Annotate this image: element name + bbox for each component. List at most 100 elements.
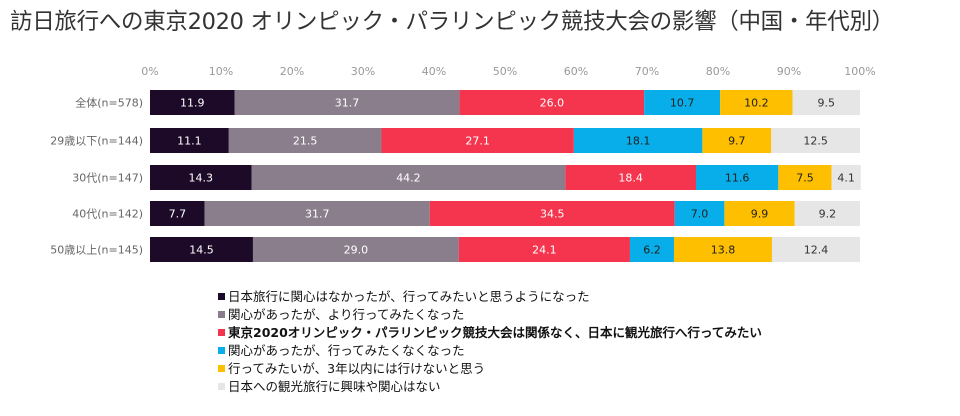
bar-segment: [234, 90, 460, 115]
data-label: 18.4: [618, 172, 643, 185]
x-tick-label: 0%: [141, 65, 158, 78]
legend-swatch-1: [218, 293, 225, 300]
chart-title: 訪日旅行への東京2020 オリンピック・パラリンピック競技大会の影響（中国・年代…: [10, 9, 894, 35]
data-label: 31.7: [335, 97, 360, 110]
data-label: 6.2: [643, 244, 661, 257]
data-label: 10.7: [670, 97, 695, 110]
data-label: 29.0: [344, 244, 369, 257]
bar-segment: [429, 201, 675, 226]
legend-item-4: 関心があったが、行ってみたくなくなった: [218, 342, 762, 360]
data-label: 14.5: [189, 244, 214, 257]
bar-segment: [251, 165, 566, 190]
bar-segment: [792, 90, 860, 115]
legend-item-5: 行ってみたいが、3年以内には行けないと思う: [218, 360, 762, 378]
data-label: 24.1: [532, 244, 557, 257]
bar-segment: [228, 128, 382, 153]
bar-segment: [150, 90, 235, 115]
bar-segment: [381, 128, 574, 153]
bar-segment: [150, 128, 229, 153]
category-label: 50歳以上(n=145): [50, 244, 143, 257]
data-label: 4.1: [837, 172, 855, 185]
x-axis-ticks: 0% 10% 20% 30% 40% 50% 60% 70% 80% 90% 100%: [141, 65, 875, 78]
legend-label-5: 行ってみたいが、3年以内には行けないと思う: [228, 361, 486, 376]
data-label: 26.0: [540, 97, 565, 110]
category-labels: 全体(n=578) 29歳以下(n=144) 30代(n=147) 40代(n=142…: [50, 96, 143, 257]
data-label: 13.8: [711, 244, 736, 257]
legend-swatch-5: [218, 365, 225, 372]
x-tick-label: 10%: [209, 65, 233, 78]
legend-label-1: 日本旅行に関心はなかったが、行ってみたいと思うようになった: [228, 289, 590, 304]
bar-segment: [459, 90, 645, 115]
data-label: 7.5: [796, 172, 814, 185]
legend: 日本旅行に関心はなかったが、行ってみたいと思うようになった 関心があったが、より…: [218, 288, 762, 396]
bar-segment: [150, 165, 252, 190]
category-label: 30代(n=147): [72, 172, 143, 185]
data-label: 21.5: [293, 135, 318, 148]
x-tick-label: 50%: [493, 65, 517, 78]
bar-segment: [458, 237, 630, 262]
data-label: 18.1: [626, 135, 651, 148]
bar-segment: [724, 201, 795, 226]
x-tick-label: 90%: [777, 65, 801, 78]
legend-label-2: 関心があったが、より行ってみたくなった: [228, 307, 465, 322]
bars: 11.9 31.7 26.0 10.7 10.2 9.5 11.1 21.5 27.1 18.1 9…: [150, 90, 861, 262]
bar-segment: [150, 201, 205, 226]
bar-segment: [565, 165, 696, 190]
x-tick-label: 60%: [564, 65, 588, 78]
category-label: 全体(n=578): [75, 96, 143, 110]
bar-segment: [778, 165, 832, 190]
data-label: 11.9: [180, 97, 205, 110]
category-label: 40代(n=142): [72, 208, 143, 221]
legend-item-3: 東京2020オリンピック・パラリンピック競技大会は関係なく、日本に観光旅行へ行っ…: [218, 324, 762, 342]
x-tick-label: 100%: [844, 65, 875, 78]
data-label: 9.2: [819, 208, 837, 221]
data-label: 9.7: [728, 135, 746, 148]
legend-item-6: 日本への観光旅行に興味や関心はない: [218, 378, 762, 396]
bar-segment: [204, 201, 430, 226]
legend-label-4: 関心があったが、行ってみたくなくなった: [228, 343, 465, 358]
bar-segment: [573, 128, 703, 153]
data-label: 14.3: [189, 172, 214, 185]
bar-segment: [252, 237, 459, 262]
data-label: 34.5: [540, 208, 565, 221]
bar-segment: [794, 201, 860, 226]
data-label: 10.2: [744, 97, 769, 110]
bar-segment: [771, 237, 860, 262]
data-label: 27.1: [465, 135, 490, 148]
data-label: 11.1: [177, 135, 202, 148]
data-label: 7.0: [691, 208, 709, 221]
x-tick-label: 70%: [635, 65, 659, 78]
legend-item-1: 日本旅行に関心はなかったが、行ってみたいと思うようになった: [218, 288, 762, 306]
bar-segment: [674, 201, 725, 226]
x-tick-label: 80%: [706, 65, 730, 78]
x-tick-label: 20%: [280, 65, 304, 78]
bar-segment: [702, 128, 772, 153]
legend-item-2: 関心があったが、より行ってみたくなった: [218, 306, 762, 324]
bar-segment: [673, 237, 772, 262]
data-label: 11.6: [725, 172, 750, 185]
legend-swatch-6: [218, 383, 225, 390]
category-label: 29歳以下(n=144): [50, 135, 143, 148]
data-label: 44.2: [396, 172, 421, 185]
bar-segment: [629, 237, 674, 262]
legend-swatch-4: [218, 347, 225, 354]
bar-segment: [695, 165, 779, 190]
data-label: 12.4: [804, 244, 829, 257]
bar-segment: [831, 165, 861, 190]
x-tick-label: 40%: [422, 65, 446, 78]
data-label: 12.5: [803, 135, 828, 148]
bar-segment: [720, 90, 793, 115]
bar-segment: [150, 237, 253, 262]
legend-swatch-2: [218, 311, 225, 318]
data-label: 7.7: [169, 208, 187, 221]
x-tick-label: 30%: [351, 65, 375, 78]
data-label: 31.7: [305, 208, 330, 221]
bar-segment: [644, 90, 721, 115]
legend-swatch-3: [218, 329, 225, 336]
bar-segment: [771, 128, 860, 153]
legend-label-3: 東京2020オリンピック・パラリンピック競技大会は関係なく、日本に観光旅行へ行っ…: [228, 325, 762, 340]
data-label: 9.5: [818, 97, 836, 110]
legend-label-6: 日本への観光旅行に興味や関心はない: [228, 379, 441, 394]
data-label: 9.9: [751, 208, 769, 221]
